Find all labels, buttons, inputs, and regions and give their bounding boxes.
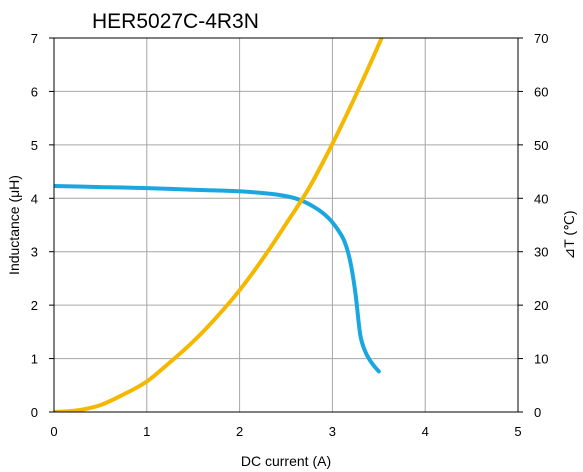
- y-tick-label: 3: [31, 245, 38, 260]
- y2-tick-label: 0: [534, 405, 541, 420]
- y-tick-label: 6: [31, 84, 38, 99]
- plot-frame: [53, 37, 519, 413]
- y-tick-label: 4: [31, 191, 38, 206]
- y2-tick-label: 50: [534, 138, 548, 153]
- y2-tick-label: 70: [534, 31, 548, 46]
- y2-axis-label: ⊿T (℃): [561, 211, 577, 260]
- x-tick-label: 0: [50, 424, 57, 439]
- x-tick-label: 4: [422, 424, 429, 439]
- temperature-rise-line: [54, 38, 384, 412]
- y2-tick-label: 40: [534, 191, 548, 206]
- x-tick-label: 5: [514, 424, 521, 439]
- y2-tick-label: 20: [534, 298, 548, 313]
- y-tick-label: 5: [31, 138, 38, 153]
- y2-tick-label: 60: [534, 84, 548, 99]
- inductance-line: [54, 184, 381, 374]
- series-layer: [54, 38, 384, 412]
- y2-tick-label: 10: [534, 352, 548, 367]
- x-axis-label: DC current (A): [241, 453, 331, 469]
- y-tick-label: 7: [31, 31, 38, 46]
- y-tick-label: 0: [31, 405, 38, 420]
- y-axis-label: Inductance (μH): [6, 175, 22, 275]
- x-tick-label: 2: [236, 424, 243, 439]
- y-tick-label: 2: [31, 298, 38, 313]
- y-tick-label: 1: [31, 352, 38, 367]
- grid-lines: [54, 38, 518, 412]
- chart-title: HER5027C-4R3N: [92, 10, 259, 33]
- x-tick-label: 3: [329, 424, 336, 439]
- y2-tick-label: 30: [534, 245, 548, 260]
- x-tick-label: 1: [143, 424, 150, 439]
